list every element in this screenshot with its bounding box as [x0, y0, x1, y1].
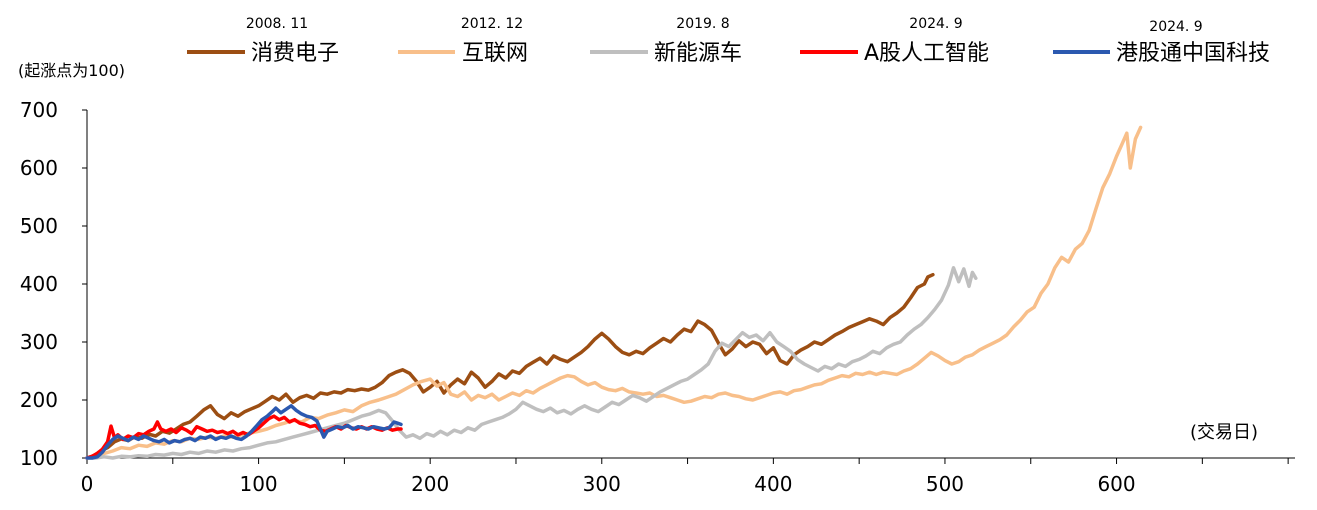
legend-start-date: 2024. 9 — [1149, 19, 1202, 35]
legend-item-internet: 2012. 12 互联网 — [398, 16, 528, 66]
legend-start-date: 2012. 12 — [461, 16, 523, 32]
y-tick-label: 100 — [20, 446, 58, 470]
y-tick-label: 600 — [20, 156, 58, 180]
y-tick-label: 200 — [20, 388, 58, 412]
axes: 100 200 300 400 500 600 700 0 100 200 300 400 500 600 — [20, 98, 1295, 496]
x-axis-label: (交易日) — [1190, 422, 1258, 443]
series-line-hk-connect-china-tech — [85, 404, 403, 460]
legend-item-consumer-electronics: 2008. 11 消费电子 — [187, 16, 339, 66]
legend-start-date: 2019. 8 — [676, 16, 729, 32]
x-tick-label: 600 — [1097, 472, 1135, 496]
series-line-new-energy-vehicles — [85, 266, 978, 460]
legend-item-hk-connect-china-tech: 2024. 9 港股通中国科技 — [1053, 19, 1270, 66]
x-tick-label: 100 — [239, 472, 277, 496]
y-tick-label: 400 — [20, 272, 58, 296]
y-tick-label: 700 — [20, 98, 58, 122]
y-tick-label: 300 — [20, 330, 58, 354]
legend: 2008. 11 消费电子 2012. 12 互联网 2019. 8 新能源车 … — [187, 16, 1270, 66]
legend-label: A股人工智能 — [864, 41, 989, 66]
y-tick-label: 500 — [20, 214, 58, 238]
x-tick-label: 500 — [926, 472, 964, 496]
legend-label: 互联网 — [462, 41, 528, 66]
x-tick-label: 200 — [411, 472, 449, 496]
legend-start-date: 2024. 9 — [909, 16, 962, 32]
x-tick-label: 0 — [81, 472, 94, 496]
x-tick-label: 300 — [583, 472, 621, 496]
series-line-consumer-electronics — [85, 272, 935, 460]
legend-item-a-share-ai: 2024. 9 A股人工智能 — [800, 16, 989, 66]
legend-label: 消费电子 — [251, 41, 339, 66]
legend-item-new-energy-vehicles: 2019. 8 新能源车 — [590, 16, 742, 66]
legend-label: 港股通中国科技 — [1116, 41, 1270, 66]
series-lines — [85, 125, 1143, 460]
legend-label: 新能源车 — [654, 41, 742, 66]
x-tick-label: 400 — [754, 472, 792, 496]
y-axis-label: (起涨点为100) — [18, 61, 125, 80]
legend-start-date: 2008. 11 — [246, 16, 308, 32]
